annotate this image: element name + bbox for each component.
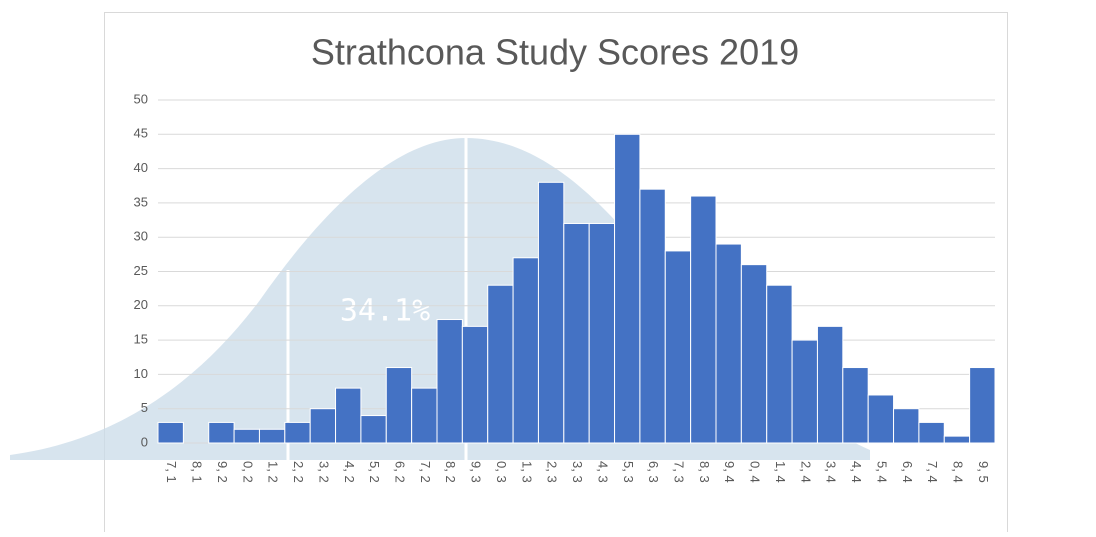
x-tick-label: 2, 2 (291, 461, 306, 483)
x-tick-label: 7, 1 (164, 461, 179, 483)
bar (258, 428, 286, 444)
x-tick-label: 4, 2 (342, 461, 357, 483)
bar (690, 195, 717, 444)
x-tick-label: 6, 4 (900, 461, 915, 483)
y-tick-label: 20 (134, 297, 148, 312)
y-tick-label: 35 (134, 194, 148, 209)
x-tick-label: 7, 3 (672, 461, 687, 483)
y-tick-label: 10 (134, 366, 148, 381)
bar (740, 264, 768, 444)
x-tick-label: 1, 4 (773, 461, 788, 483)
x-tick-label: 6, 2 (393, 461, 408, 483)
bar (766, 284, 793, 444)
bar (715, 243, 742, 444)
y-tick-label: 15 (134, 332, 148, 347)
bar (233, 428, 260, 444)
x-tick-label: 7, 2 (418, 461, 433, 483)
y-tick-label: 30 (134, 229, 148, 244)
bar (157, 421, 184, 444)
bar (385, 367, 413, 444)
x-tick-label: 1, 2 (266, 461, 281, 483)
x-tick-label: 7, 4 (925, 461, 940, 483)
bar (512, 257, 539, 444)
y-tick-label: 5 (141, 400, 148, 415)
bar (614, 133, 641, 444)
bar (537, 181, 565, 444)
x-tick-label: 5, 2 (367, 461, 382, 483)
bar (309, 408, 337, 444)
y-tick-label: 50 (134, 91, 148, 106)
bar (969, 367, 996, 444)
y-tick-label: 45 (134, 126, 148, 141)
bar (791, 339, 818, 444)
x-tick-label: 0, 2 (240, 461, 255, 483)
x-tick-label: 2, 4 (798, 461, 813, 483)
x-tick-label: 8, 2 (443, 461, 458, 483)
bar (563, 222, 590, 444)
bar (639, 188, 666, 444)
bar (943, 435, 971, 444)
chart-title: Strathcona Study Scores 2019 (311, 32, 799, 73)
x-tick-label: 8, 3 (697, 461, 712, 483)
bar (436, 319, 463, 444)
chart-frame (104, 12, 1008, 537)
bar (842, 367, 869, 444)
x-tick-label: 0, 3 (494, 461, 509, 483)
x-tick-label: 0, 4 (748, 461, 763, 483)
bar (487, 284, 514, 444)
x-tick-label: 1, 3 (519, 461, 534, 483)
x-tick-label: 5, 4 (874, 461, 889, 483)
x-tick-label: 3, 2 (316, 461, 331, 483)
x-tick-label: 9, 4 (722, 461, 737, 483)
bar (461, 325, 489, 444)
x-tick-label: 3, 4 (824, 461, 839, 483)
bar (208, 421, 235, 444)
bar (360, 415, 387, 444)
bar (588, 222, 616, 444)
y-tick-label: 0 (141, 434, 148, 449)
x-tick-label: 2, 3 (545, 461, 560, 483)
bar (867, 394, 895, 444)
x-tick-label: 8, 4 (951, 461, 966, 483)
x-tick-label: 3, 3 (570, 461, 585, 483)
bar (664, 250, 692, 444)
bar (411, 387, 438, 444)
x-tick-label: 5, 3 (621, 461, 636, 483)
y-tick-label: 40 (134, 160, 148, 175)
bar (335, 387, 362, 444)
x-tick-label: 9, 5 (976, 461, 991, 483)
x-tick-label: 9, 3 (469, 461, 484, 483)
bar (816, 325, 844, 444)
bar (893, 408, 920, 444)
y-tick-label: 25 (134, 263, 148, 278)
x-tick-label: 8, 1 (190, 461, 205, 483)
x-tick-label: 4, 3 (595, 461, 610, 483)
x-tick-label: 9, 2 (215, 461, 230, 483)
x-tick-label: 6, 3 (646, 461, 661, 483)
bar (284, 421, 311, 444)
x-tick-label: 4, 4 (849, 461, 864, 483)
bar (918, 421, 945, 444)
background-annotation: 34.1% (340, 294, 430, 329)
